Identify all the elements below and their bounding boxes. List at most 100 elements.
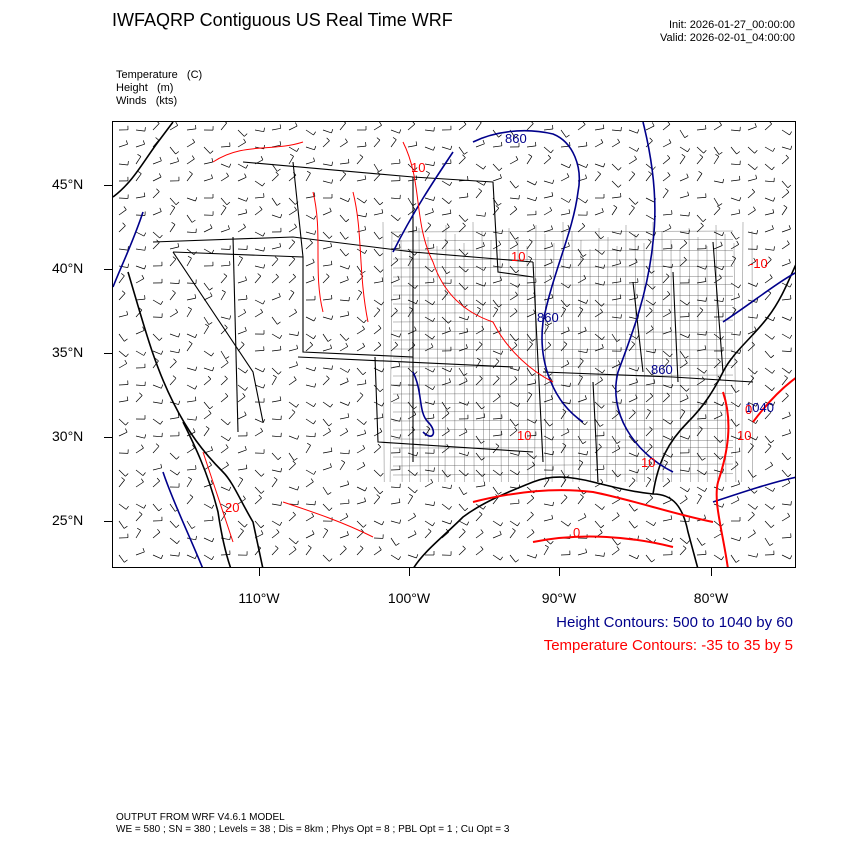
wind-barb-flag [240, 528, 244, 532]
wind-barb [390, 214, 399, 221]
wind-barb-flag [547, 154, 551, 159]
wind-barb-flag [720, 241, 723, 246]
wind-barb-flag [738, 284, 741, 289]
wind-barb [407, 496, 413, 505]
wind-barb-flag [171, 205, 175, 208]
wind-barb-flag [688, 435, 691, 440]
wind-barb [407, 258, 413, 267]
wind-barb [679, 397, 689, 403]
wind-barb-flag [787, 457, 792, 461]
wind-barb-flag [790, 145, 793, 150]
wind-barb [764, 248, 774, 251]
wind-barb [152, 467, 162, 471]
wind-barb-flag [309, 239, 313, 244]
wind-barb [611, 499, 620, 505]
wind-barb-flag [735, 559, 740, 563]
wind-barb [475, 143, 485, 148]
wind-barb-flag [617, 389, 621, 393]
wind-barb-flag [601, 207, 604, 213]
wind-barb-flag [721, 486, 725, 491]
wind-barb-flag [465, 377, 468, 382]
county-line [634, 233, 638, 483]
wind-barb-flag [377, 443, 381, 448]
wind-barb [628, 333, 637, 339]
wind-barb [152, 480, 160, 488]
wind-barb-flag [327, 492, 332, 495]
wind-barb [764, 146, 773, 152]
wind-barb-flag [544, 323, 549, 327]
wind-barb [645, 520, 654, 526]
wind-barb [203, 227, 213, 233]
wind-barb-flag [476, 357, 481, 361]
wind-barb-flag [718, 203, 723, 206]
wind-barb-flag [291, 239, 296, 243]
wind-barb-flag [292, 511, 296, 516]
wind-barb [781, 228, 791, 233]
wind-barb [339, 248, 346, 257]
wind-barb [322, 348, 332, 352]
wind-barb [628, 452, 638, 457]
wind-barb-flag [306, 170, 311, 174]
wind-barb-flag [737, 480, 740, 485]
wind-barb-flag [500, 556, 503, 561]
wind-barb-flag [567, 242, 570, 247]
wind-barb-flag [732, 307, 737, 310]
wind-barb [713, 361, 721, 369]
wind-barb-flag [514, 341, 518, 346]
wind-barb [475, 214, 485, 217]
wind-barb-flag [518, 451, 521, 456]
wind-barb-flag [191, 526, 196, 529]
wind-barb-flag [464, 428, 468, 433]
wind-barb [305, 196, 315, 199]
wind-barb-flag [603, 552, 605, 557]
wind-barb-flag [635, 258, 638, 263]
wind-barb [662, 435, 672, 441]
wind-barb-flag [195, 535, 197, 540]
wind-barb [339, 367, 348, 373]
wind-barb-flag [229, 535, 231, 540]
wind-barb [135, 384, 146, 387]
wind-barb-flag [415, 299, 419, 304]
wind-barb-flag [159, 337, 163, 341]
wind-barb [135, 214, 146, 216]
wind-barb [713, 414, 723, 420]
wind-barb [509, 333, 516, 342]
wind-barb [390, 486, 401, 489]
lat-label-45: 45°N [52, 176, 84, 192]
wind-barb [339, 231, 346, 240]
wind-barb [543, 316, 549, 325]
wind-barb [220, 292, 226, 301]
county-line [382, 221, 385, 483]
wind-barb-flag [409, 493, 413, 497]
county-line [392, 428, 734, 431]
wind-barb [594, 520, 602, 529]
wind-barb-flag [637, 129, 640, 134]
wind-barb-flag [331, 315, 334, 320]
wind-barb [560, 343, 568, 352]
wind-barb-flag [515, 559, 519, 563]
wind-barb [526, 497, 535, 505]
wind-barb [220, 228, 230, 233]
wind-barb-flag [449, 182, 453, 186]
wind-barb [339, 381, 349, 386]
wind-barb-flag [362, 342, 366, 347]
wind-barb [118, 363, 127, 369]
wind-barb-flag [467, 176, 469, 181]
wind-barb-flag [399, 434, 402, 439]
wind-barb-flag [532, 338, 536, 342]
wind-barb-flag [126, 396, 129, 401]
lon-tick [259, 568, 260, 576]
wind-barb-flag [331, 161, 333, 166]
wind-barb [492, 396, 501, 403]
wind-barb-flag [567, 224, 570, 229]
wind-barb [441, 163, 452, 165]
wind-barb [645, 328, 654, 335]
wind-barb-flag [189, 494, 194, 498]
wind-barb [220, 513, 227, 522]
wind-barb-flag [739, 197, 742, 202]
wind-barb [526, 333, 533, 342]
county-line [392, 393, 734, 395]
wind-barb-flag [786, 240, 790, 245]
wind-barb [526, 554, 536, 559]
wind-barb-flag [178, 348, 180, 353]
